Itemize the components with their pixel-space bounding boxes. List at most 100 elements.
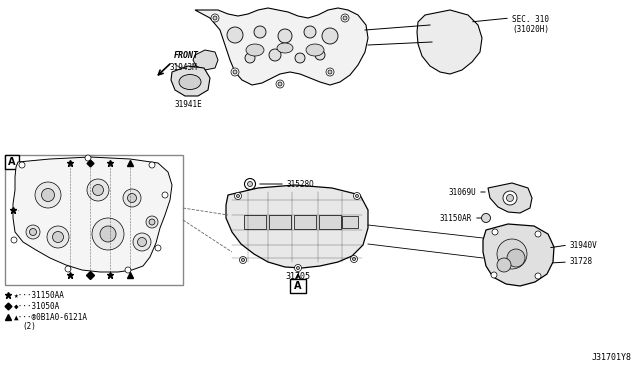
Circle shape — [353, 192, 360, 199]
Circle shape — [133, 233, 151, 251]
Circle shape — [35, 182, 61, 208]
Polygon shape — [417, 10, 482, 74]
Circle shape — [326, 68, 334, 76]
Circle shape — [162, 192, 168, 198]
FancyBboxPatch shape — [290, 279, 306, 293]
Circle shape — [85, 155, 91, 161]
FancyBboxPatch shape — [5, 155, 19, 169]
Circle shape — [213, 16, 217, 20]
Circle shape — [125, 267, 131, 273]
Polygon shape — [195, 8, 368, 85]
Circle shape — [244, 179, 255, 189]
Circle shape — [535, 273, 541, 279]
Polygon shape — [13, 157, 172, 272]
Circle shape — [276, 80, 284, 88]
Text: 31941E: 31941E — [174, 100, 202, 109]
Circle shape — [149, 162, 155, 168]
Bar — [342, 216, 358, 228]
Circle shape — [47, 226, 69, 248]
Circle shape — [492, 229, 498, 235]
Text: SEC. 310
(31020H): SEC. 310 (31020H) — [512, 15, 549, 34]
Bar — [269, 215, 291, 229]
Circle shape — [278, 29, 292, 43]
Circle shape — [237, 195, 239, 198]
Text: 31943M: 31943M — [170, 63, 198, 72]
Circle shape — [503, 191, 517, 205]
Circle shape — [29, 228, 36, 235]
Circle shape — [328, 70, 332, 74]
Circle shape — [241, 259, 244, 262]
Circle shape — [497, 239, 527, 269]
Bar — [319, 215, 341, 229]
Ellipse shape — [246, 44, 264, 56]
Circle shape — [355, 195, 358, 198]
Text: ▲···®0B1A0-6121A: ▲···®0B1A0-6121A — [14, 312, 88, 321]
Circle shape — [155, 245, 161, 251]
Text: A: A — [294, 281, 301, 291]
Circle shape — [211, 14, 219, 22]
Polygon shape — [488, 183, 532, 213]
Polygon shape — [226, 185, 368, 268]
Circle shape — [491, 272, 497, 278]
Circle shape — [506, 195, 513, 202]
Text: FRONT: FRONT — [174, 51, 199, 60]
Circle shape — [254, 26, 266, 38]
Bar — [294, 215, 316, 229]
Polygon shape — [483, 224, 554, 286]
Circle shape — [127, 193, 136, 202]
Circle shape — [351, 256, 358, 263]
Circle shape — [87, 179, 109, 201]
Polygon shape — [193, 50, 218, 70]
Text: ★···31150AA: ★···31150AA — [14, 291, 65, 299]
Bar — [244, 215, 266, 229]
Text: ◆···31050A: ◆···31050A — [14, 301, 60, 311]
Circle shape — [149, 219, 155, 225]
Circle shape — [11, 237, 17, 243]
Circle shape — [245, 53, 255, 63]
Polygon shape — [171, 66, 210, 96]
Circle shape — [123, 189, 141, 207]
Circle shape — [65, 266, 71, 272]
Text: 31705: 31705 — [285, 272, 310, 281]
Bar — [5, 155, 183, 285]
Circle shape — [507, 249, 525, 267]
Circle shape — [26, 225, 40, 239]
Circle shape — [52, 231, 63, 243]
Text: 31728: 31728 — [570, 257, 593, 266]
Circle shape — [269, 49, 281, 61]
Text: A: A — [8, 157, 16, 167]
Circle shape — [227, 27, 243, 43]
Circle shape — [341, 14, 349, 22]
Circle shape — [42, 189, 54, 202]
Circle shape — [481, 214, 490, 222]
Circle shape — [497, 258, 511, 272]
Circle shape — [296, 266, 300, 269]
Circle shape — [304, 26, 316, 38]
Circle shape — [278, 82, 282, 86]
Circle shape — [93, 185, 104, 196]
Circle shape — [146, 216, 158, 228]
Circle shape — [294, 264, 301, 272]
Circle shape — [322, 28, 338, 44]
Text: J31701Y8: J31701Y8 — [592, 353, 632, 362]
Circle shape — [233, 70, 237, 74]
Circle shape — [353, 257, 355, 260]
Circle shape — [138, 237, 147, 247]
Ellipse shape — [179, 74, 201, 90]
Circle shape — [248, 182, 253, 186]
Circle shape — [535, 231, 541, 237]
Circle shape — [100, 226, 116, 242]
Text: 31940V: 31940V — [570, 241, 598, 250]
Text: (2): (2) — [22, 323, 36, 331]
Circle shape — [315, 50, 325, 60]
Ellipse shape — [306, 44, 324, 56]
Circle shape — [239, 257, 246, 263]
Circle shape — [231, 68, 239, 76]
Circle shape — [92, 218, 124, 250]
Circle shape — [19, 162, 25, 168]
Circle shape — [343, 16, 347, 20]
Ellipse shape — [277, 43, 293, 53]
Text: 31069U: 31069U — [448, 187, 476, 196]
Circle shape — [295, 53, 305, 63]
Circle shape — [234, 192, 241, 199]
